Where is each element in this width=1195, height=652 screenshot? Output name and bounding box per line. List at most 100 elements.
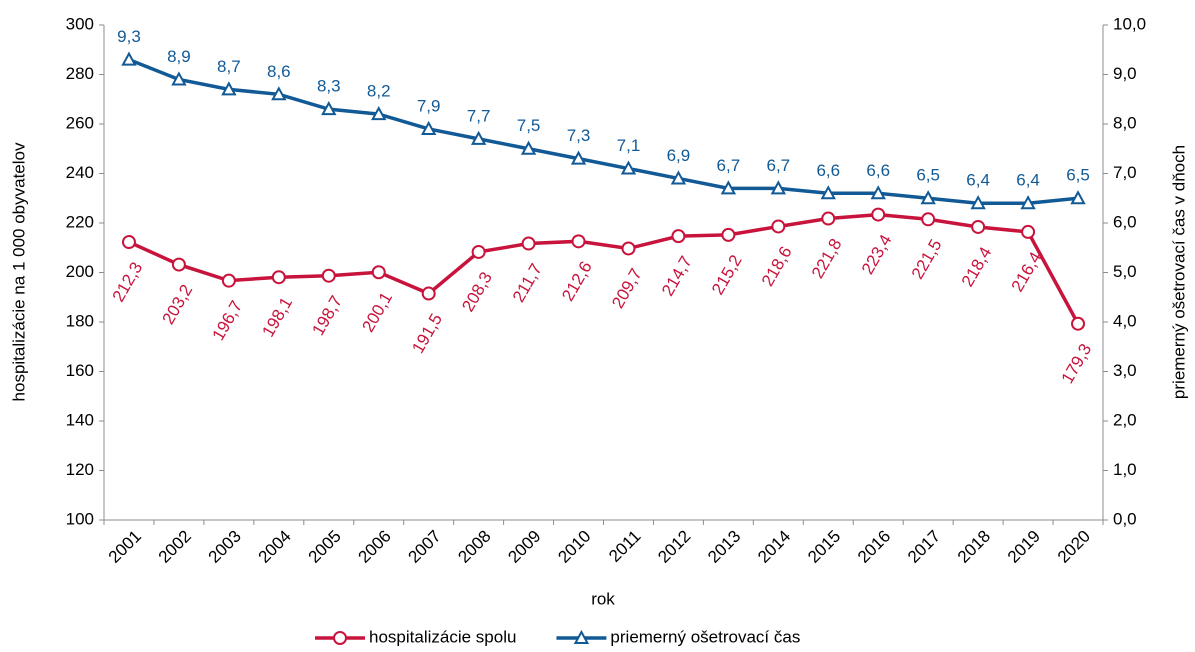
x-tick-label: 2012 [654, 527, 694, 567]
x-tick-label: 2007 [404, 527, 444, 567]
data-point [921, 212, 936, 227]
data-point [471, 244, 486, 259]
y-axis-label: hospitalizácie na 1 000 obyvatelov [9, 142, 28, 401]
data-label: 221,8 [808, 235, 846, 281]
data-label: 7,3 [567, 126, 591, 145]
data-label: 198,7 [308, 292, 346, 338]
data-point [621, 241, 636, 256]
data-label: 8,7 [217, 57, 241, 76]
x-tick-label: 2017 [904, 527, 944, 567]
data-point [321, 268, 336, 283]
data-point [820, 185, 836, 200]
x-tick-label: 2002 [155, 527, 195, 567]
y2-tick-label: 10,0 [1113, 14, 1146, 33]
y2-tick-label: 5,0 [1113, 262, 1137, 281]
data-point [721, 227, 736, 242]
y-tick-label: 160 [66, 361, 94, 380]
data-point [571, 234, 586, 249]
x-tick-label: 2010 [554, 527, 594, 567]
y-tick-label: 300 [66, 14, 94, 33]
data-label: 9,3 [117, 27, 141, 46]
data-label: 198,1 [258, 294, 296, 340]
y-tick-label: 240 [66, 163, 94, 182]
data-label: 8,2 [367, 82, 391, 101]
y2-tick-label: 0,0 [1113, 509, 1137, 528]
data-point [670, 170, 687, 185]
data-label: 6,7 [717, 156, 741, 175]
data-label: 7,1 [617, 136, 641, 155]
data-point [1021, 224, 1036, 239]
data-label: 223,4 [858, 231, 896, 277]
y-tick-label: 280 [66, 64, 94, 83]
data-point [121, 235, 136, 250]
data-label: 212,6 [558, 258, 596, 304]
data-label: 7,9 [417, 96, 441, 115]
y-tick-label: 220 [66, 212, 94, 231]
data-label: 212,3 [109, 259, 147, 305]
data-point [920, 190, 936, 205]
data-point [171, 71, 187, 86]
y2-tick-label: 1,0 [1113, 460, 1137, 479]
data-point [720, 180, 737, 195]
data-point [671, 229, 686, 244]
data-point [521, 236, 536, 251]
data-point [821, 211, 836, 226]
data-label: 203,2 [159, 281, 197, 327]
data-label: 6,6 [866, 161, 890, 180]
data-point [371, 265, 386, 280]
data-label: 214,7 [658, 253, 696, 299]
y-tick-label: 100 [66, 509, 94, 528]
data-point [271, 86, 287, 101]
x-tick-label: 2019 [1004, 527, 1044, 567]
data-label: 8,9 [167, 47, 191, 66]
data-point [570, 150, 587, 165]
y2-tick-label: 3,0 [1113, 361, 1137, 380]
legend-label: hospitalizácie spolu [369, 627, 516, 646]
data-label: 218,6 [758, 243, 796, 289]
data-label: 216,4 [1008, 249, 1046, 295]
x-tick-label: 2013 [704, 527, 744, 567]
data-point [970, 195, 986, 210]
data-point [870, 185, 886, 200]
data-label: 179,3 [1058, 340, 1096, 386]
data-label: 7,5 [517, 116, 541, 135]
series-line [128, 58, 1079, 205]
data-label: 211,7 [509, 260, 546, 305]
data-label: 6,9 [667, 146, 691, 165]
data-point [1071, 316, 1086, 331]
data-point [1070, 190, 1086, 205]
data-label: 208,3 [458, 269, 496, 315]
x-tick-label: 2005 [305, 527, 345, 567]
x-axis-label: rok [591, 589, 615, 608]
legend-marker [333, 631, 347, 645]
data-point [871, 207, 886, 222]
data-label: 6,6 [816, 161, 840, 180]
y-tick-label: 120 [66, 460, 94, 479]
data-point [420, 120, 437, 135]
x-tick-label: 2014 [754, 527, 794, 567]
data-point [520, 140, 537, 155]
data-point [371, 106, 387, 121]
y2-tick-label: 9,0 [1113, 64, 1137, 83]
y2-tick-label: 2,0 [1113, 410, 1137, 429]
data-point [971, 219, 986, 234]
y-tick-label: 180 [66, 311, 94, 330]
data-point [1020, 195, 1036, 210]
y-tick-label: 200 [66, 262, 94, 281]
data-label: 8,3 [317, 77, 341, 96]
data-point [171, 257, 186, 272]
y2-tick-label: 4,0 [1113, 311, 1137, 330]
data-label: 196,7 [208, 297, 246, 343]
data-label: 7,7 [467, 106, 491, 125]
data-label: 6,5 [916, 166, 940, 185]
legend-marker [573, 629, 590, 644]
data-label: 6,5 [1066, 166, 1090, 185]
x-tick-label: 2016 [854, 527, 894, 567]
y2-tick-label: 7,0 [1113, 163, 1137, 182]
x-tick-label: 2001 [105, 527, 145, 567]
x-tick-label: 2009 [504, 527, 544, 567]
data-label: 209,7 [608, 265, 646, 311]
data-point [770, 180, 787, 195]
y-tick-label: 140 [66, 410, 94, 429]
